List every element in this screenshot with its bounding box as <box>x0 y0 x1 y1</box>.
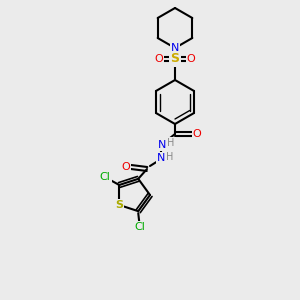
Text: N: N <box>157 153 165 163</box>
Text: S: S <box>115 200 123 210</box>
Text: O: O <box>187 54 195 64</box>
Text: N: N <box>171 43 179 53</box>
Text: O: O <box>154 54 164 64</box>
Text: Cl: Cl <box>100 172 111 182</box>
Text: H: H <box>166 152 174 162</box>
Text: H: H <box>167 138 175 148</box>
Text: O: O <box>193 129 201 139</box>
Text: O: O <box>122 162 130 172</box>
Text: Cl: Cl <box>135 222 146 232</box>
Text: N: N <box>158 140 166 150</box>
Text: S: S <box>170 52 179 65</box>
